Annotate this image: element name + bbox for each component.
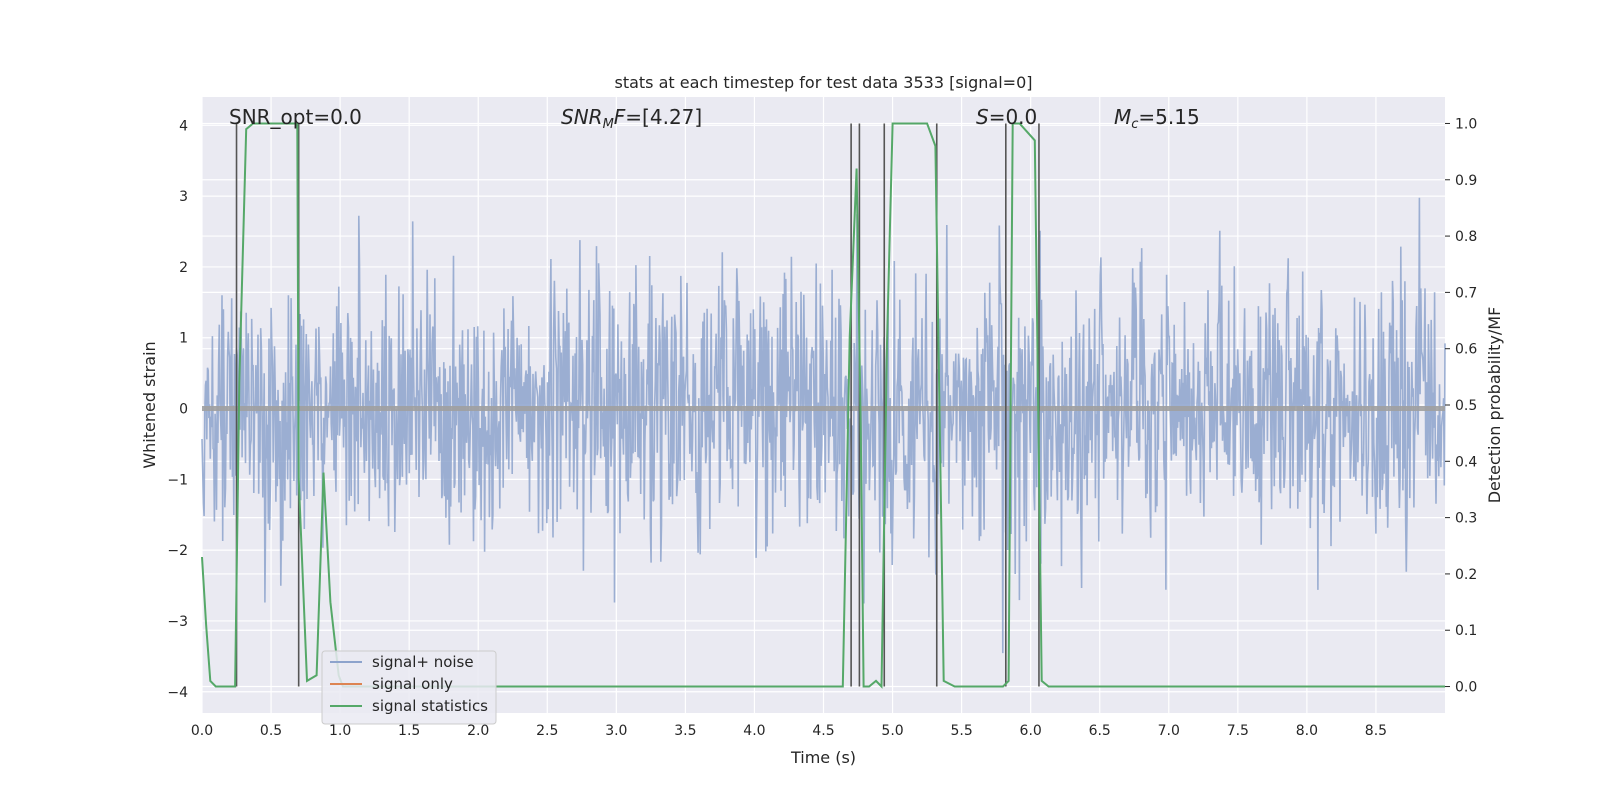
y-axis-label: Whitened strain bbox=[140, 341, 159, 468]
y2-tick-label: 0.2 bbox=[1455, 567, 1477, 583]
legend: signal+ noise signal only signal statist… bbox=[321, 650, 497, 725]
x-tick-label: 4.0 bbox=[743, 723, 765, 739]
noise-trace bbox=[201, 197, 1446, 654]
mc-var: M bbox=[1114, 105, 1131, 129]
y2-tick-label: 0.5 bbox=[1455, 398, 1477, 414]
legend-label-signal-only: signal only bbox=[372, 675, 453, 693]
snr-mf-value: =[4.27] bbox=[625, 105, 702, 129]
annotation-s: S=0.0 bbox=[976, 105, 1037, 129]
y-tick-label: 2 bbox=[179, 260, 188, 276]
y2-tick-label: 0.0 bbox=[1455, 680, 1477, 696]
x-tick-label: 3.0 bbox=[605, 723, 627, 739]
s-var: S bbox=[976, 105, 989, 129]
series-signal-noise bbox=[201, 197, 1446, 654]
legend-box bbox=[321, 650, 497, 725]
x-tick-label: 8.5 bbox=[1365, 723, 1387, 739]
x-tick-label: 3.5 bbox=[674, 723, 696, 739]
x-tick-label: 6.0 bbox=[1020, 723, 1042, 739]
y-tick-label: −2 bbox=[167, 543, 188, 559]
x-tick-label: 0.5 bbox=[260, 723, 282, 739]
y-tick-label: 1 bbox=[179, 331, 188, 347]
y-tick-label: −3 bbox=[167, 614, 188, 630]
stats-trace bbox=[201, 122, 1445, 689]
x-tick-label: 5.5 bbox=[950, 723, 972, 739]
x-tick-label: 7.5 bbox=[1227, 723, 1249, 739]
legend-label-signal-noise: signal+ noise bbox=[372, 653, 474, 671]
mc-subscript: c bbox=[1131, 117, 1138, 132]
x-tick-label: 1.0 bbox=[329, 723, 351, 739]
snr-mf-subscript: M bbox=[603, 117, 614, 132]
mc-value: =5.15 bbox=[1138, 105, 1199, 129]
y2-tick-label: 0.4 bbox=[1455, 454, 1477, 470]
x-tick-label: 2.5 bbox=[536, 723, 558, 739]
annotation-snr-opt: SNR_opt=0.0 bbox=[229, 105, 362, 129]
axes: 0.0 0.5 1.0 1.5 2.0 2.5 3.0 3.5 4.0 4.5 5.0 5.5 6.0 6… bbox=[167, 116, 1477, 739]
annotation-snr-mf: SNRMF=[4.27] bbox=[561, 105, 702, 132]
x-tick-label: 0.0 bbox=[191, 723, 213, 739]
y2-tick-label: 0.8 bbox=[1455, 229, 1477, 245]
y-tick-label: 3 bbox=[179, 189, 188, 205]
x-tick-label: 4.5 bbox=[812, 723, 834, 739]
snr-mf-var: SNR bbox=[561, 105, 603, 129]
s-value: =0.0 bbox=[989, 105, 1038, 129]
y2-tick-label: 0.3 bbox=[1455, 511, 1477, 527]
y2-tick-label: 0.7 bbox=[1455, 285, 1477, 301]
snr-mf-var2: F bbox=[614, 105, 626, 129]
y2-tick-label: 1.0 bbox=[1455, 116, 1477, 132]
series-signal-statistics bbox=[201, 122, 1445, 689]
y-tick-label: 0 bbox=[179, 402, 188, 418]
y-tick-label: 4 bbox=[179, 118, 188, 134]
x-tick-label: 8.0 bbox=[1296, 723, 1318, 739]
x-tick-label: 7.0 bbox=[1158, 723, 1180, 739]
y2-axis-label: Detection probability/MF bbox=[1485, 307, 1504, 504]
x-axis-label: Time (s) bbox=[790, 748, 856, 767]
legend-label-signal-statistics: signal statistics bbox=[372, 697, 488, 715]
y2-tick-label: 0.9 bbox=[1455, 173, 1477, 189]
y2-tick-label: 0.6 bbox=[1455, 342, 1477, 358]
x-tick-label: 6.5 bbox=[1089, 723, 1111, 739]
y-tick-label: −1 bbox=[167, 472, 188, 488]
annotation-mc: Mc=5.15 bbox=[1114, 105, 1200, 132]
y-tick-label: −4 bbox=[167, 685, 188, 701]
y2-tick-label: 0.1 bbox=[1455, 623, 1477, 639]
x-tick-label: 1.5 bbox=[398, 723, 420, 739]
x-tick-label: 2.0 bbox=[467, 723, 489, 739]
x-tick-label: 5.0 bbox=[881, 723, 903, 739]
chart-title: stats at each timestep for test data 353… bbox=[614, 73, 1032, 92]
